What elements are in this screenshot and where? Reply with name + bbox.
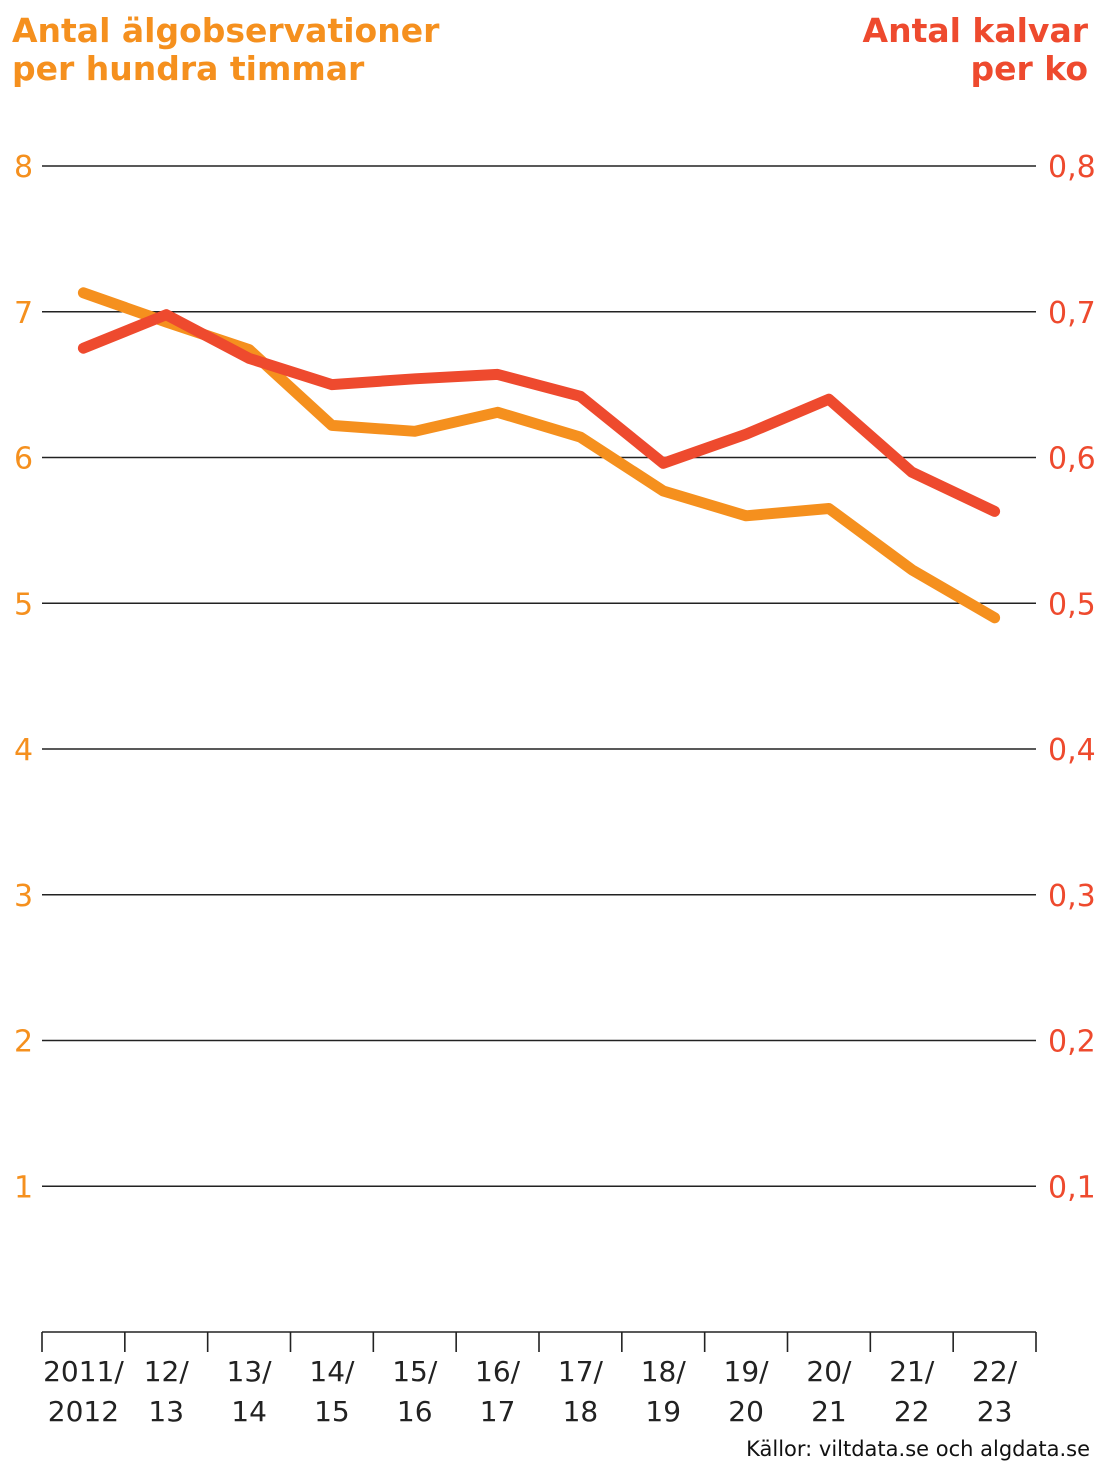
- x-tick-label-line: 21/: [889, 1355, 935, 1388]
- x-tick-label-line: 17/: [558, 1355, 604, 1388]
- x-tick-label-line: 13/: [227, 1355, 273, 1388]
- x-tick-label: 13/14: [227, 1355, 273, 1428]
- x-tick-label: 21/22: [889, 1355, 935, 1428]
- x-tick-label: 2011/2012: [43, 1355, 124, 1428]
- x-tick-label-line: 18/: [641, 1355, 687, 1388]
- right-tick-label: 0,7: [1048, 296, 1096, 331]
- x-tick-label-line: 19: [645, 1395, 681, 1428]
- x-tick-label-line: 17: [480, 1395, 516, 1428]
- right-tick-label: 0,2: [1048, 1025, 1096, 1060]
- x-tick-label-line: 22/: [972, 1355, 1018, 1388]
- x-tick-label: 20/21: [806, 1355, 852, 1428]
- x-tick-label: 15/16: [392, 1355, 438, 1428]
- x-tick-label: 19/20: [724, 1355, 770, 1428]
- x-tick-label: 14/15: [309, 1355, 355, 1428]
- gridlines: [42, 165, 1036, 1187]
- x-tick-label-line: 15: [314, 1395, 350, 1428]
- left-tick-label: 7: [14, 296, 33, 331]
- x-axis: 2011/201212/1313/1414/1515/1616/1717/181…: [41, 1331, 1037, 1428]
- left-tick-label: 5: [14, 587, 33, 622]
- x-tick-label-line: 21: [811, 1395, 847, 1428]
- x-tick-label-line: 16/: [475, 1355, 521, 1388]
- source-note: Källor: viltdata.se och algdata.se: [746, 1437, 1090, 1461]
- x-tick-label-line: 13: [148, 1395, 184, 1428]
- x-tick-label-line: 20: [728, 1395, 764, 1428]
- left-axis-title: Antal älgobservationer per hundra timmar: [12, 12, 439, 88]
- right-tick-label: 0,3: [1048, 879, 1096, 914]
- x-tick-label: 12/13: [144, 1355, 190, 1428]
- x-tick-label: 22/23: [972, 1355, 1018, 1428]
- left-tick-label: 2: [14, 1025, 33, 1060]
- right-tick-label: 0,1: [1048, 1170, 1096, 1205]
- right-tick-label: 0,6: [1048, 442, 1096, 477]
- right-axis-title-line-1: Antal kalvar: [862, 11, 1088, 50]
- x-tick-label-line: 19/: [724, 1355, 770, 1388]
- left-axis-title-line-1: Antal älgobservationer: [12, 11, 440, 50]
- x-tick-label-line: 2011/: [43, 1355, 124, 1388]
- x-tick-label-line: 2012: [48, 1395, 119, 1428]
- right-axis-title-line-2: per ko: [970, 49, 1089, 88]
- left-axis-ticks: 1 2 3 4 5 6 7 8: [14, 150, 33, 1205]
- x-tick-label-line: 23: [977, 1395, 1013, 1428]
- x-tick-label: 18/19: [641, 1355, 687, 1428]
- series-lines: [77, 287, 1001, 624]
- right-tick-label: 0,5: [1048, 587, 1096, 622]
- x-tick-label-line: 18: [563, 1395, 599, 1428]
- x-tick-label-line: 15/: [392, 1355, 438, 1388]
- right-axis-title: Antal kalvar per ko: [863, 12, 1088, 88]
- left-tick-label: 1: [14, 1170, 33, 1205]
- right-axis-ticks: 0,1 0,2 0,3 0,4 0,5 0,6 0,7 0,8: [1048, 150, 1096, 1205]
- right-tick-label: 0,8: [1048, 150, 1096, 185]
- x-tick-label-line: 12/: [144, 1355, 190, 1388]
- left-tick-label: 3: [14, 879, 33, 914]
- x-tick-label-line: 14: [231, 1395, 267, 1428]
- x-tick-label-line: 14/: [309, 1355, 355, 1388]
- x-tick-label-line: 20/: [806, 1355, 852, 1388]
- x-tick-label-line: 16: [397, 1395, 433, 1428]
- left-tick-label: 4: [14, 733, 33, 768]
- left-tick-label: 8: [14, 150, 33, 185]
- left-axis-title-line-2: per hundra timmar: [12, 49, 365, 88]
- x-tick-label-line: 22: [894, 1395, 930, 1428]
- x-tick-label: 17/18: [558, 1355, 604, 1428]
- x-tick-label: 16/17: [475, 1355, 521, 1428]
- series-line-calves: [77, 309, 1001, 517]
- left-tick-label: 6: [14, 442, 33, 477]
- right-tick-label: 0,4: [1048, 733, 1096, 768]
